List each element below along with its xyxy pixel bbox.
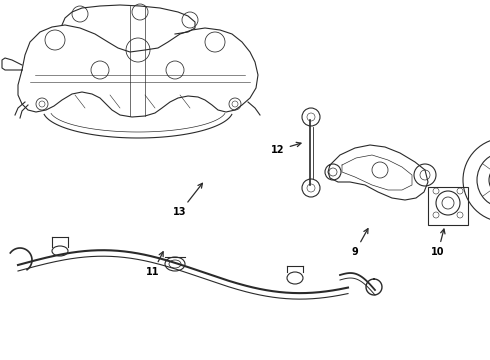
Text: 13: 13 [173, 183, 202, 217]
Text: 12: 12 [271, 142, 301, 155]
Bar [428, 187, 468, 225]
Text: 9: 9 [352, 229, 368, 257]
Text: 10: 10 [431, 229, 445, 257]
Text: 11: 11 [146, 252, 163, 277]
